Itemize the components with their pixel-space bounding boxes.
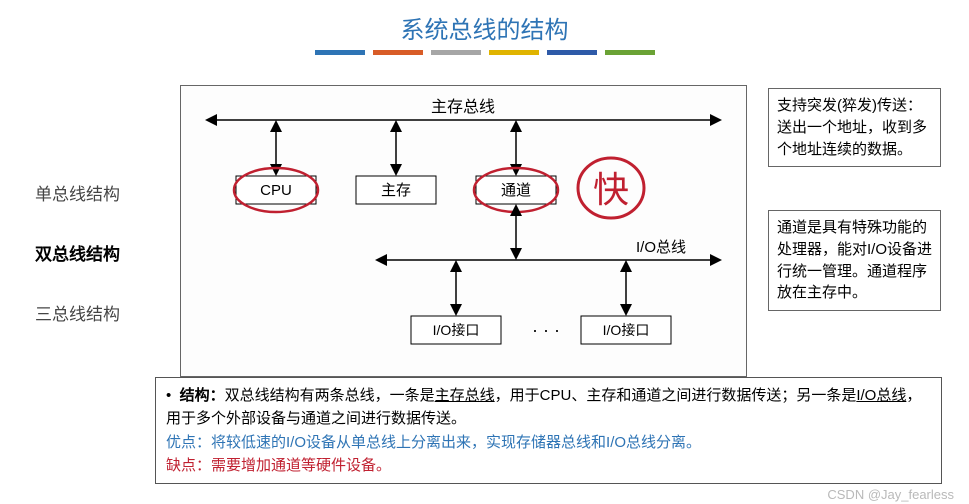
- channel-label: 通道: [501, 182, 531, 199]
- structure-text-a: 双总线结构有两条总线，一条是: [225, 387, 435, 404]
- sidebar-item-dual-bus[interactable]: 双总线结构: [35, 240, 120, 265]
- bar-5: [547, 50, 597, 55]
- svg-text:快: 快: [593, 170, 629, 210]
- mem-node: 主存: [356, 176, 436, 204]
- io2-label: I/O接口: [603, 322, 650, 338]
- bar-6: [605, 50, 655, 55]
- cpu-node: CPU: [234, 168, 318, 212]
- desc-cons: 缺点：需要增加通道等硬件设备。: [166, 454, 931, 477]
- bar-2: [373, 50, 423, 55]
- bullet-icon: •: [166, 387, 171, 404]
- io-interface-1: I/O接口: [411, 316, 501, 344]
- structure-text-b: ，用于CPU、主存和通道之间进行数据传送；另一条是: [495, 387, 857, 404]
- bar-1: [315, 50, 365, 55]
- io-interface-2: I/O接口: [581, 316, 671, 344]
- bar-4: [489, 50, 539, 55]
- cons-label: 缺点：: [166, 457, 211, 474]
- cpu-label: CPU: [260, 182, 292, 199]
- watermark: CSDN @Jay_fearless: [827, 487, 954, 502]
- sidebar-nav: 单总线结构 双总线结构 三总线结构: [35, 180, 120, 325]
- underline-iobus: I/O总线: [856, 387, 906, 404]
- cons-text: 需要增加通道等硬件设备。: [211, 457, 391, 474]
- sidebar-item-single-bus[interactable]: 单总线结构: [35, 180, 120, 205]
- bar-3: [431, 50, 481, 55]
- mem-label: 主存: [381, 182, 411, 199]
- pros-text: 将较低速的I/O设备从单总线上分离出来，实现存储器总线和I/O总线分离。: [211, 434, 701, 451]
- info-burst-transfer: 支持突发(猝发)传送：送出一个地址，收到多个地址连续的数据。: [768, 88, 941, 167]
- channel-node: 通道: [474, 168, 558, 212]
- io-bus-label: I/O总线: [636, 239, 686, 256]
- info-channel-desc: 通道是具有特殊功能的处理器，能对I/O设备进行统一管理。通道程序放在主存中。: [768, 210, 941, 311]
- underline-membus: 主存总线: [435, 387, 495, 404]
- description-box: • 结构：双总线结构有两条总线，一条是主存总线，用于CPU、主存和通道之间进行数…: [155, 377, 942, 484]
- bus-diagram-svg: 主存总线 CPU 主存 通道 I/O总线 I/O接口: [181, 86, 746, 376]
- structure-label: 结构：: [180, 387, 225, 404]
- page-title: 系统总线的结构: [0, 10, 969, 45]
- desc-structure: • 结构：双总线结构有两条总线，一条是主存总线，用于CPU、主存和通道之间进行数…: [166, 384, 931, 431]
- io-ellipsis: · · ·: [532, 320, 560, 340]
- pros-label: 优点：: [166, 434, 211, 451]
- io1-label: I/O接口: [433, 322, 480, 338]
- handwritten-fast-annotation: 快: [578, 158, 644, 218]
- mem-bus-label: 主存总线: [431, 98, 495, 116]
- bus-diagram: 主存总线 CPU 主存 通道 I/O总线 I/O接口: [180, 85, 747, 377]
- title-color-bars: [315, 50, 655, 55]
- desc-pros: 优点：将较低速的I/O设备从单总线上分离出来，实现存储器总线和I/O总线分离。: [166, 431, 931, 454]
- sidebar-item-triple-bus[interactable]: 三总线结构: [35, 300, 120, 325]
